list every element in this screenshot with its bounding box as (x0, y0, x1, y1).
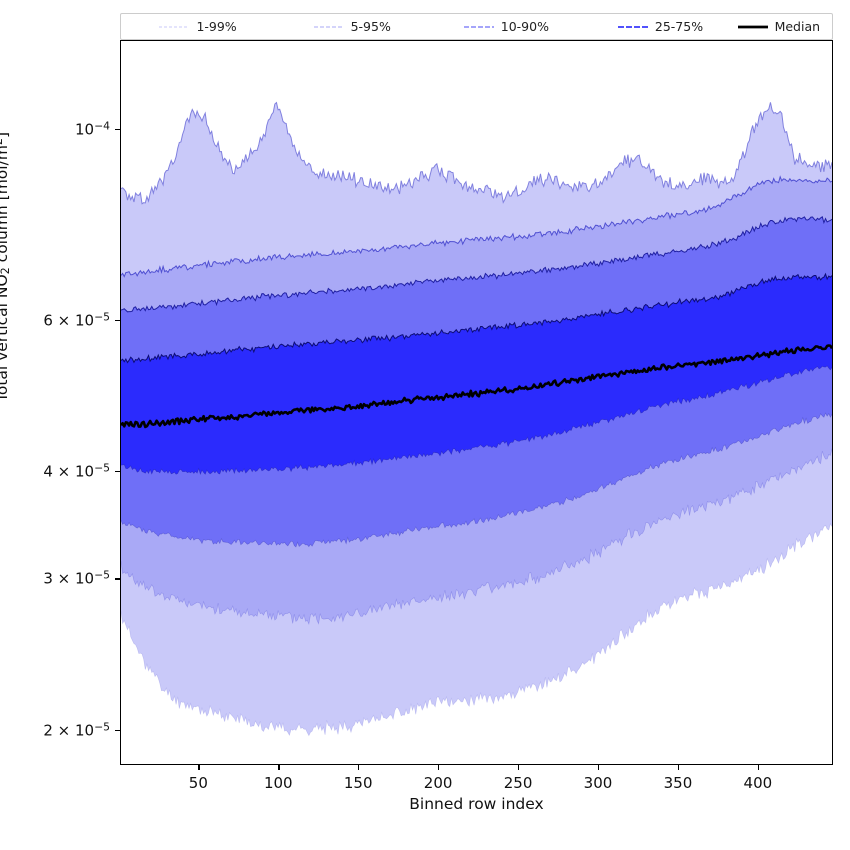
x-tick-label: 50 (188, 774, 208, 792)
legend-swatch (737, 25, 768, 28)
y-tick-mark (115, 319, 120, 322)
median-line (121, 344, 832, 429)
x-tick-mark (597, 765, 600, 770)
x-tick-mark (757, 765, 760, 770)
legend-swatch (159, 26, 190, 27)
x-tick-label: 400 (743, 774, 773, 792)
y-tick-mark (115, 578, 120, 580)
y-tick-label: 4 × 10−5 (43, 461, 110, 481)
legend-label: 25-75% (654, 19, 704, 34)
y-axis-label: Total vertical NO2 column [mol/m2] (0, 132, 13, 402)
x-tick-label: 150 (343, 774, 373, 792)
x-tick-mark (518, 765, 520, 770)
x-tick-mark (438, 765, 440, 770)
plot-area (120, 40, 833, 765)
legend-label: 10-90% (500, 19, 549, 34)
legend-label: Median (774, 19, 821, 34)
legend-swatch (617, 25, 648, 28)
x-tick-label: 350 (663, 774, 693, 792)
legend-label: 1-99% (196, 19, 237, 34)
band-25-75% (121, 272, 832, 476)
x-tick-label: 100 (263, 774, 293, 792)
y-tick-label: 3 × 10−5 (43, 569, 110, 588)
percentile-band-chart (121, 101, 832, 737)
legend-swatch (313, 25, 344, 28)
legend-item-1-99-[interactable]: 1-99% (121, 14, 275, 39)
x-axis-label: Binned row index (409, 795, 544, 813)
legend-swatch (463, 25, 494, 28)
y-tick-label: 2 × 10−5 (43, 720, 110, 740)
y-tick-label: 10−4 (74, 119, 110, 139)
legend-item-median[interactable]: Median (737, 14, 821, 39)
x-tick-label: 300 (583, 774, 613, 792)
y-tick-mark (115, 129, 120, 131)
legend-item-10-90-[interactable]: 10-90% (429, 14, 583, 39)
legend-label: 5-95% (350, 19, 391, 34)
x-tick-mark (278, 765, 280, 770)
x-tick-mark (677, 765, 680, 770)
x-tick-mark (198, 765, 200, 770)
x-tick-mark (358, 765, 360, 770)
y-tick-mark (115, 471, 120, 473)
y-tick-label: 6 × 10−5 (43, 310, 110, 330)
x-tick-label: 250 (503, 774, 533, 792)
legend-item-25-75-[interactable]: 25-75% (583, 14, 737, 39)
y-tick-mark (115, 729, 120, 732)
x-tick-label: 200 (423, 774, 453, 792)
legend-item-5-95-[interactable]: 5-95% (275, 14, 429, 39)
chart-legend: 1-99% 5-95% 10-90% 25-75% Median (120, 13, 833, 40)
